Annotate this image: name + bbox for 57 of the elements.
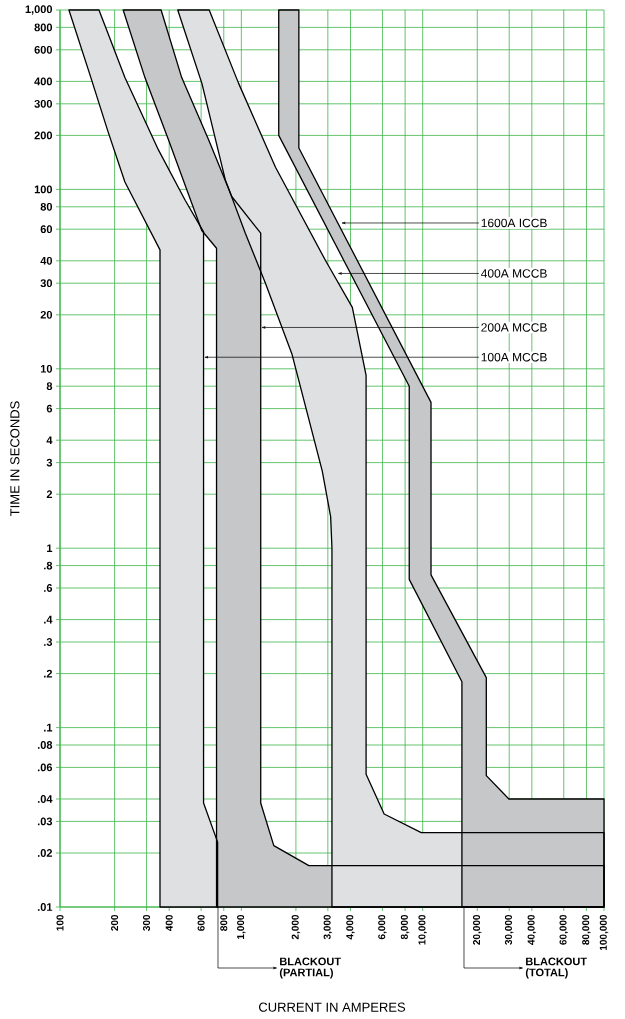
y-tick-label: 6 [46,404,53,413]
x-tick-label: 4,000 [346,914,355,940]
y-tick-label: .2 [44,669,53,678]
x-tick-label: 3,000 [323,914,333,940]
y-tick-label: .4 [44,615,53,624]
y-tick-label: 40 [40,256,53,265]
y-tick-label: .02 [37,849,53,857]
x-tick-label: 300 [142,914,151,931]
y-tick-label: 8 [46,382,53,391]
y-tick-label: 10 [40,364,53,373]
y-tick-label: .1 [44,723,53,732]
x-tick-label: 20,000 [472,914,482,945]
y-tick-label: 400 [34,77,53,86]
text: BLACKOUT (TOTAL) [525,957,587,979]
annotation: 200A MCCB [481,323,547,332]
x-tick-label: 6,000 [378,914,387,940]
x-tick-label: 80,000 [582,914,591,945]
y-tick-label: .03 [37,817,53,826]
y-tick-label: 1 [47,544,53,552]
y-tick-label: .8 [44,561,53,570]
x-tick-label: 2,000 [291,914,301,940]
x-tick-label: 10,000 [418,914,427,945]
y-tick-label: 30 [40,279,53,288]
x-tick-label: 30,000 [504,914,514,945]
x-tick-label: 200 [111,914,119,931]
y-tick-label: 2 [46,490,53,499]
y-tick-label: 80 [40,202,53,211]
x-tick-label: 8,000 [400,914,410,940]
x-tick-label: 600 [197,914,205,931]
text: BLACKOUT (PARTIAL) [279,957,341,979]
annotation: 1600A ICCB [481,218,547,228]
y-tick-label: 20 [40,310,53,319]
y-tick-label: .01 [37,903,53,911]
y-tick-label: 100 [34,185,53,194]
y-tick-label: 300 [34,99,53,108]
y-tick-label: .06 [37,763,53,772]
annotation: 400A MCCB [481,269,547,278]
annotation: 100A MCCB [481,352,547,362]
y-tick-label: 60 [40,225,53,234]
y-tick-label: 4 [46,436,53,444]
y-tick-label: 600 [34,45,53,54]
y-tick-label: .04 [37,795,53,803]
y-tick-label: 1,000 [25,5,53,15]
x-tick-label: 1,000 [237,914,246,939]
x-tick-label: 60,000 [559,914,569,945]
y-tick-label: .6 [44,584,53,592]
y-tick-label: 200 [34,131,53,140]
x-tick-label: 100,000 [599,914,609,951]
x-tick-label: 40,000 [527,914,537,945]
y-tick-label: .3 [44,638,53,646]
x-axis-title: CURRENT IN AMPERES [258,1002,406,1012]
y-tick-label: .08 [37,741,53,749]
x-tick-label: 400 [165,914,173,932]
y-tick-label: 800 [34,23,53,32]
y-axis-title: TIME IN SECONDS [10,401,20,516]
y-tick-label: 3 [46,458,53,467]
x-tick-label: 800 [220,914,228,931]
